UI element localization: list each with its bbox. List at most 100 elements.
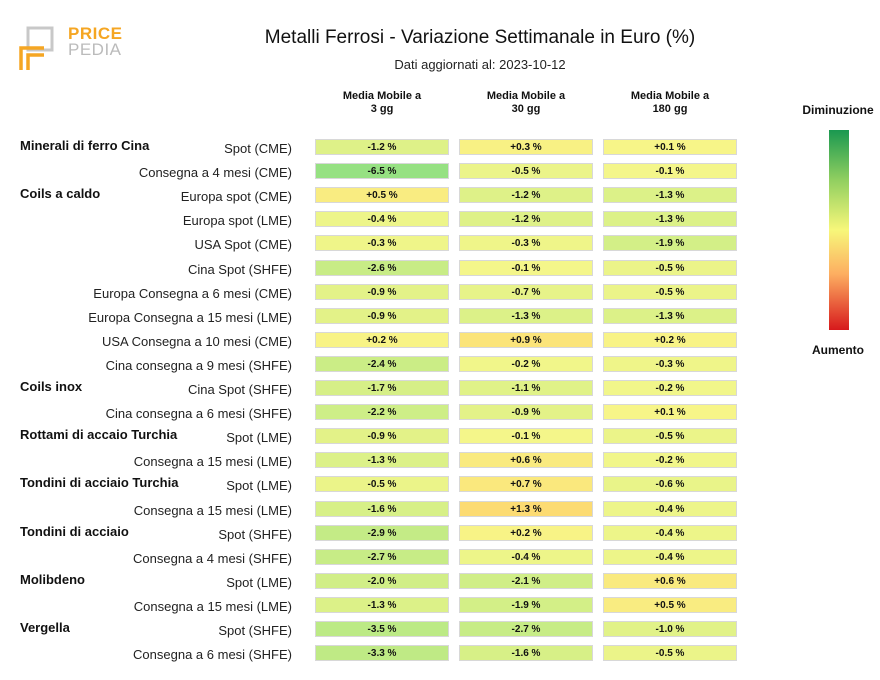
heatmap-cell: -0.9 % — [315, 428, 449, 445]
heatmap-cell: +0.6 % — [459, 452, 593, 469]
column-header-30gg: Media Mobile a 30 gg — [486, 90, 566, 115]
heatmap-cell: +0.2 % — [315, 331, 449, 348]
row-label: USA Consegna a 10 mesi (CME) — [101, 333, 292, 349]
group-label: Coils a caldo — [20, 186, 101, 202]
heatmap-cell: +0.3 % — [459, 139, 593, 155]
row-label: Cina consegna a 6 mesi (SHFE) — [105, 406, 292, 422]
heatmap-cell: -0.6 % — [603, 476, 737, 493]
row-label: Spot (LME) — [226, 430, 292, 446]
group-label: Tondini di acciaio — [20, 523, 129, 539]
heatmap-cell: -0.1 % — [459, 428, 593, 445]
heatmap-cell: -2.7 % — [315, 548, 449, 565]
logo-text-price: PRICE — [68, 24, 123, 43]
heatmap-cell: -0.9 % — [315, 307, 449, 324]
heatmap-cell: -0.5 % — [603, 259, 737, 276]
heatmap-cell: +0.5 % — [603, 596, 737, 613]
row-label: Spot (LME) — [226, 574, 292, 590]
heatmap-cell: -3.5 % — [315, 621, 449, 637]
heatmap-cell: -1.2 % — [459, 211, 593, 228]
heatmap-cell: -1.6 % — [315, 500, 449, 517]
row-label: Consegna a 15 mesi (LME) — [133, 454, 292, 470]
heatmap-cell: +0.5 % — [315, 187, 449, 204]
row-label: Consegna a 6 mesi (SHFE) — [133, 647, 292, 663]
heatmap-cell: +0.7 % — [459, 476, 593, 493]
heatmap-cell: -0.4 % — [459, 548, 593, 565]
row-label: Cina Spot (SHFE) — [187, 261, 292, 277]
heatmap-cell: -0.3 % — [315, 235, 449, 252]
row-label: USA Spot (CME) — [194, 237, 292, 253]
heatmap-cell: -1.0 % — [603, 621, 737, 637]
heatmap-cell: -1.1 % — [459, 380, 593, 396]
heatmap-cell: -1.3 % — [603, 187, 737, 204]
group-label: Rottami di accaio Turchia — [20, 427, 178, 443]
heatmap-cell: -6.5 % — [315, 163, 449, 180]
group-label: Minerali di ferro Cina — [20, 138, 150, 153]
row-label: Spot (SHFE) — [218, 623, 292, 638]
heatmap-cell: -1.9 % — [459, 596, 593, 613]
pricepedia-logo-mark — [19, 26, 54, 70]
heatmap-cell: +0.1 % — [603, 139, 737, 155]
heatmap-cell: -1.9 % — [603, 235, 737, 252]
row-label: Spot (LME) — [226, 478, 292, 494]
legend-label-decrease: Diminuzione — [802, 103, 874, 117]
row-label: Spot (CME) — [224, 141, 292, 156]
heatmap-cell: -2.2 % — [315, 404, 449, 421]
heatmap-cell: -0.3 % — [459, 235, 593, 252]
heatmap-cell: -1.3 % — [315, 452, 449, 469]
heatmap-cell: -0.5 % — [603, 645, 737, 662]
heatmap-cell: -0.4 % — [603, 548, 737, 565]
heatmap-cell: -0.4 % — [603, 524, 737, 541]
heatmap-cell: -2.6 % — [315, 259, 449, 276]
chart-subtitle: Dati aggiornati al: 2023-10-12 — [394, 57, 566, 72]
heatmap-cell: -0.5 % — [315, 476, 449, 493]
row-label: Consegna a 15 mesi (LME) — [133, 502, 292, 518]
heatmap-cell: -0.4 % — [603, 500, 737, 517]
row-label: Consegna a 15 mesi (LME) — [133, 598, 292, 614]
group-label: Molibdeno — [20, 571, 85, 587]
pricepedia-logo: PRICE PEDIA — [18, 24, 128, 74]
row-label: Consegna a 4 mesi (CME) — [138, 165, 292, 181]
heatmap-cell: -0.1 % — [603, 163, 737, 180]
heatmap-cell: -0.9 % — [459, 404, 593, 421]
heatmap-cell: -0.5 % — [603, 283, 737, 300]
group-label: Tondini di acciaio Turchia — [20, 475, 179, 491]
heatmap-cell: -2.1 % — [459, 572, 593, 589]
heatmap-cell: -1.3 % — [603, 307, 737, 324]
heatmap-cell: +0.2 % — [603, 331, 737, 348]
heatmap-cell: -0.5 % — [459, 163, 593, 180]
heatmap-cell: -0.7 % — [459, 283, 593, 300]
heatmap-cell: -1.7 % — [315, 380, 449, 396]
heatmap-cell: +0.6 % — [603, 572, 737, 589]
heatmap-cell: -0.5 % — [603, 428, 737, 445]
heatmap-cell: -0.1 % — [459, 259, 593, 276]
legend-label-increase: Aumento — [812, 343, 864, 357]
heatmap-cell: -2.9 % — [315, 524, 449, 541]
heatmap-cell: -1.2 % — [459, 187, 593, 204]
row-label: Europa Consegna a 15 mesi (LME) — [88, 309, 292, 325]
logo-text-pedia: PEDIA — [68, 40, 122, 59]
chart-title: Metalli Ferrosi - Variazione Settimanale… — [264, 27, 696, 48]
row-label: Europa spot (CME) — [180, 189, 292, 205]
heatmap-cell: -2.7 % — [459, 621, 593, 637]
heatmap-cell: -3.3 % — [315, 645, 449, 662]
heatmap-cell: -1.6 % — [459, 645, 593, 662]
heatmap-cell: +1.3 % — [459, 500, 593, 517]
column-header-180gg: Media Mobile a 180 gg — [630, 90, 710, 115]
heatmap-cell: +0.2 % — [459, 524, 593, 541]
heatmap-cell: -2.0 % — [315, 572, 449, 589]
heatmap-cell: -0.2 % — [603, 380, 737, 396]
heatmap-cell: -1.3 % — [315, 596, 449, 613]
heatmap-cell: -0.3 % — [603, 355, 737, 372]
heatmap-cell: -1.2 % — [315, 139, 449, 155]
row-label: Europa Consegna a 6 mesi (CME) — [93, 285, 292, 301]
group-label: Vergella — [20, 620, 70, 635]
legend-color-scale — [829, 130, 849, 330]
row-label: Cina Spot (SHFE) — [187, 382, 292, 397]
heatmap-cell: -0.4 % — [315, 211, 449, 228]
row-label: Europa spot (LME) — [182, 213, 292, 229]
row-label: Spot (SHFE) — [218, 526, 292, 542]
group-label: Coils inox — [20, 379, 83, 394]
heatmap-cell: +0.1 % — [603, 404, 737, 421]
row-label: Cina consegna a 9 mesi (SHFE) — [105, 357, 292, 373]
